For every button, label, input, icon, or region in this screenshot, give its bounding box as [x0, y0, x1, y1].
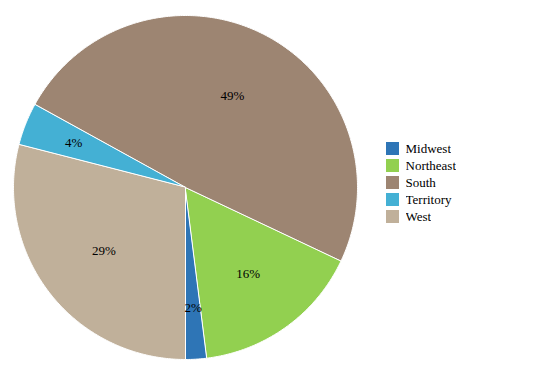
html-text:Territory: Territory	[405, 191, 452, 207]
html-text:South: South	[405, 174, 436, 190]
svg-text:16%: 16%	[236, 265, 260, 280]
svg-text:49%: 49%	[220, 87, 244, 102]
svg-text:4%: 4%	[65, 135, 83, 150]
html-text:Northeast: Northeast	[405, 157, 456, 173]
html-text:West: West	[405, 208, 432, 224]
html-text:Midwest: Midwest	[405, 140, 451, 156]
svg-text:29%: 29%	[92, 242, 116, 257]
svg-text:2%: 2%	[184, 299, 202, 314]
